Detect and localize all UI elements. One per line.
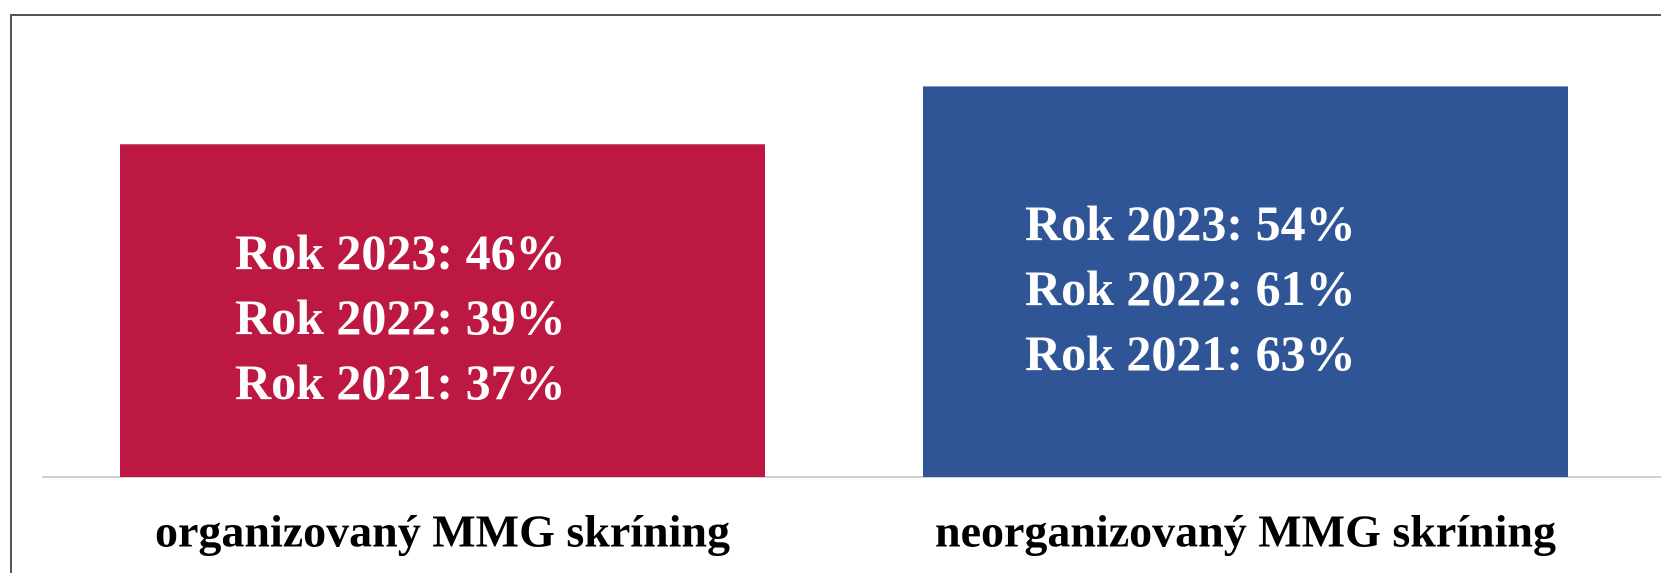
frame <box>10 14 1661 573</box>
bar-value-label: Rok 2023: 54% <box>1025 195 1356 251</box>
bar-value-label: Rok 2021: 63% <box>1025 325 1356 381</box>
bar <box>923 86 1568 478</box>
x-tick-label: organizovaný MMG skríning <box>155 506 730 557</box>
bar-value-label: Rok 2021: 37% <box>235 354 566 410</box>
x-tick-label: neorganizovaný MMG skríning <box>935 506 1556 557</box>
bar-value-label: Rok 2022: 39% <box>235 289 566 345</box>
bar-value-label: Rok 2023: 46% <box>235 224 566 280</box>
bar-value-label: Rok 2022: 61% <box>1025 260 1356 316</box>
bar <box>120 144 765 477</box>
